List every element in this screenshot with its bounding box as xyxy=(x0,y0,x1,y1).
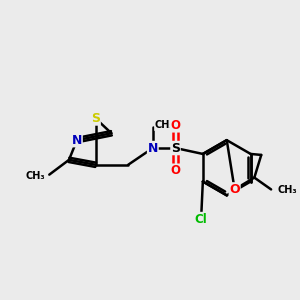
Text: CH₃: CH₃ xyxy=(26,171,45,181)
Text: N: N xyxy=(72,134,82,147)
Text: O: O xyxy=(170,164,181,177)
Text: O: O xyxy=(170,119,181,132)
Text: CH₃: CH₃ xyxy=(277,185,297,195)
Text: S: S xyxy=(171,142,180,154)
Text: Cl: Cl xyxy=(195,212,208,226)
Text: N: N xyxy=(148,142,158,154)
Text: O: O xyxy=(229,183,240,196)
Text: CH₃: CH₃ xyxy=(155,120,174,130)
Text: S: S xyxy=(91,112,100,125)
